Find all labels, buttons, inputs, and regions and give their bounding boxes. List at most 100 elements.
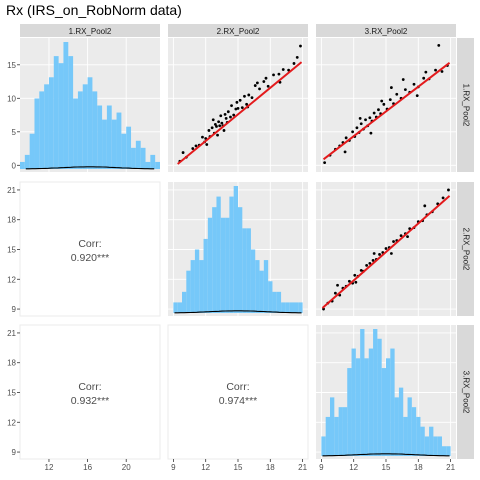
scatter-point xyxy=(364,118,367,122)
histogram-bar xyxy=(140,147,146,169)
histogram-bar xyxy=(97,105,103,169)
histogram-bar xyxy=(355,358,361,456)
histogram-bar xyxy=(24,154,30,169)
scatter-point xyxy=(333,291,337,295)
histogram-bar xyxy=(177,302,182,313)
scatter-point xyxy=(292,62,296,65)
histogram-bar xyxy=(106,105,112,169)
scatter-point xyxy=(403,88,407,91)
y-tick-label: 12 xyxy=(7,418,16,427)
y-tick-label: 21 xyxy=(7,329,16,338)
x-tick-label: 16 xyxy=(83,463,92,472)
histogram-bar xyxy=(82,84,88,169)
column-strip-label: 3.RX_Pool2 xyxy=(365,27,408,36)
scatter-point xyxy=(434,68,437,72)
scatter-point xyxy=(226,110,230,114)
row-strip-label: 2.RX_Pool2 xyxy=(461,228,470,271)
scatter-point xyxy=(210,126,214,130)
histogram-bar xyxy=(373,329,378,456)
scatter-point xyxy=(422,76,426,80)
histogram-bar xyxy=(250,249,256,313)
scatter-point xyxy=(447,188,450,192)
y-tick-label: 21 xyxy=(7,186,16,195)
histogram-bar xyxy=(330,397,335,456)
histogram-bar xyxy=(20,161,25,169)
x-tick-label: 20 xyxy=(122,463,131,472)
scatter-point xyxy=(401,78,405,81)
histogram-bar xyxy=(442,446,447,456)
density-curve xyxy=(322,453,450,457)
histogram-bar xyxy=(411,407,417,456)
x-tick-label: 12 xyxy=(45,463,54,472)
x-tick-label: 18 xyxy=(414,463,423,472)
column-strip-label: 1.RX_Pool2 xyxy=(69,27,112,36)
scatter-point xyxy=(368,116,372,120)
histogram-bar xyxy=(73,98,78,169)
histogram-bar xyxy=(272,291,277,313)
histogram-bar xyxy=(199,260,204,313)
scatter-point xyxy=(369,131,373,135)
scatter-point xyxy=(389,252,393,255)
scatter-point xyxy=(220,121,224,125)
scatter-point xyxy=(229,115,232,119)
scatter-point xyxy=(424,70,428,74)
histogram-bar xyxy=(173,302,178,313)
scatter-point xyxy=(384,247,388,250)
scatter-point xyxy=(215,125,218,128)
y-tick-label: 15 xyxy=(7,245,16,254)
x-tick-label: 21 xyxy=(298,463,307,472)
scatter-point xyxy=(243,94,246,98)
histogram-bar xyxy=(150,154,156,169)
histogram-bar xyxy=(334,416,339,456)
regression-line xyxy=(177,61,303,165)
histogram-bar xyxy=(207,217,213,313)
y-tick-label: 18 xyxy=(7,359,16,368)
scatter-point xyxy=(441,196,445,200)
scatter-point xyxy=(258,87,261,91)
scatter-point xyxy=(389,86,393,89)
scatter-point xyxy=(245,102,249,106)
scatter-point xyxy=(347,279,351,283)
scatter-point xyxy=(236,106,240,110)
histogram-bar xyxy=(416,416,421,456)
scatter-point xyxy=(219,114,223,118)
scatter-point xyxy=(272,73,275,77)
x-tick-label: 9 xyxy=(319,463,324,472)
correlation-label: Corr: xyxy=(78,381,101,393)
correlation-panel xyxy=(19,324,161,460)
histogram-bar xyxy=(131,147,136,169)
histogram-bar xyxy=(347,368,352,456)
histogram-bar xyxy=(194,249,200,313)
scatter-point xyxy=(382,102,386,106)
scatter-point xyxy=(323,161,327,165)
scatter-point xyxy=(353,273,357,277)
scatter-point xyxy=(299,44,302,48)
histogram-bar xyxy=(255,260,260,313)
correlation-value: 0.974*** xyxy=(219,395,258,407)
scatter-point xyxy=(295,56,299,59)
histogram-bar xyxy=(68,56,74,169)
histogram-bar xyxy=(263,260,269,313)
histogram-bar xyxy=(220,217,226,313)
page-title: Rx (IRS_on_RobNorm data) xyxy=(6,2,182,18)
scatter-point xyxy=(440,70,444,73)
y-tick-label: 15 xyxy=(7,61,16,70)
scatter-point xyxy=(380,99,384,103)
histogram-bar xyxy=(44,84,49,169)
scatter-point xyxy=(255,81,259,85)
scatter-point xyxy=(287,68,291,72)
row-strip-label: 1.RX_Pool2 xyxy=(461,84,470,127)
scatter-point xyxy=(336,283,339,287)
scatter-point xyxy=(181,151,185,154)
scatter-point xyxy=(377,108,380,112)
x-tick-label: 12 xyxy=(349,463,358,472)
x-tick-label: 9 xyxy=(171,463,176,472)
histogram-bar xyxy=(364,358,369,456)
column-strip xyxy=(168,24,308,37)
row-strip xyxy=(457,182,474,316)
scatter-point xyxy=(365,263,369,267)
histogram-bar xyxy=(87,77,93,169)
histogram-bar xyxy=(281,302,286,313)
column-strip xyxy=(20,24,160,37)
